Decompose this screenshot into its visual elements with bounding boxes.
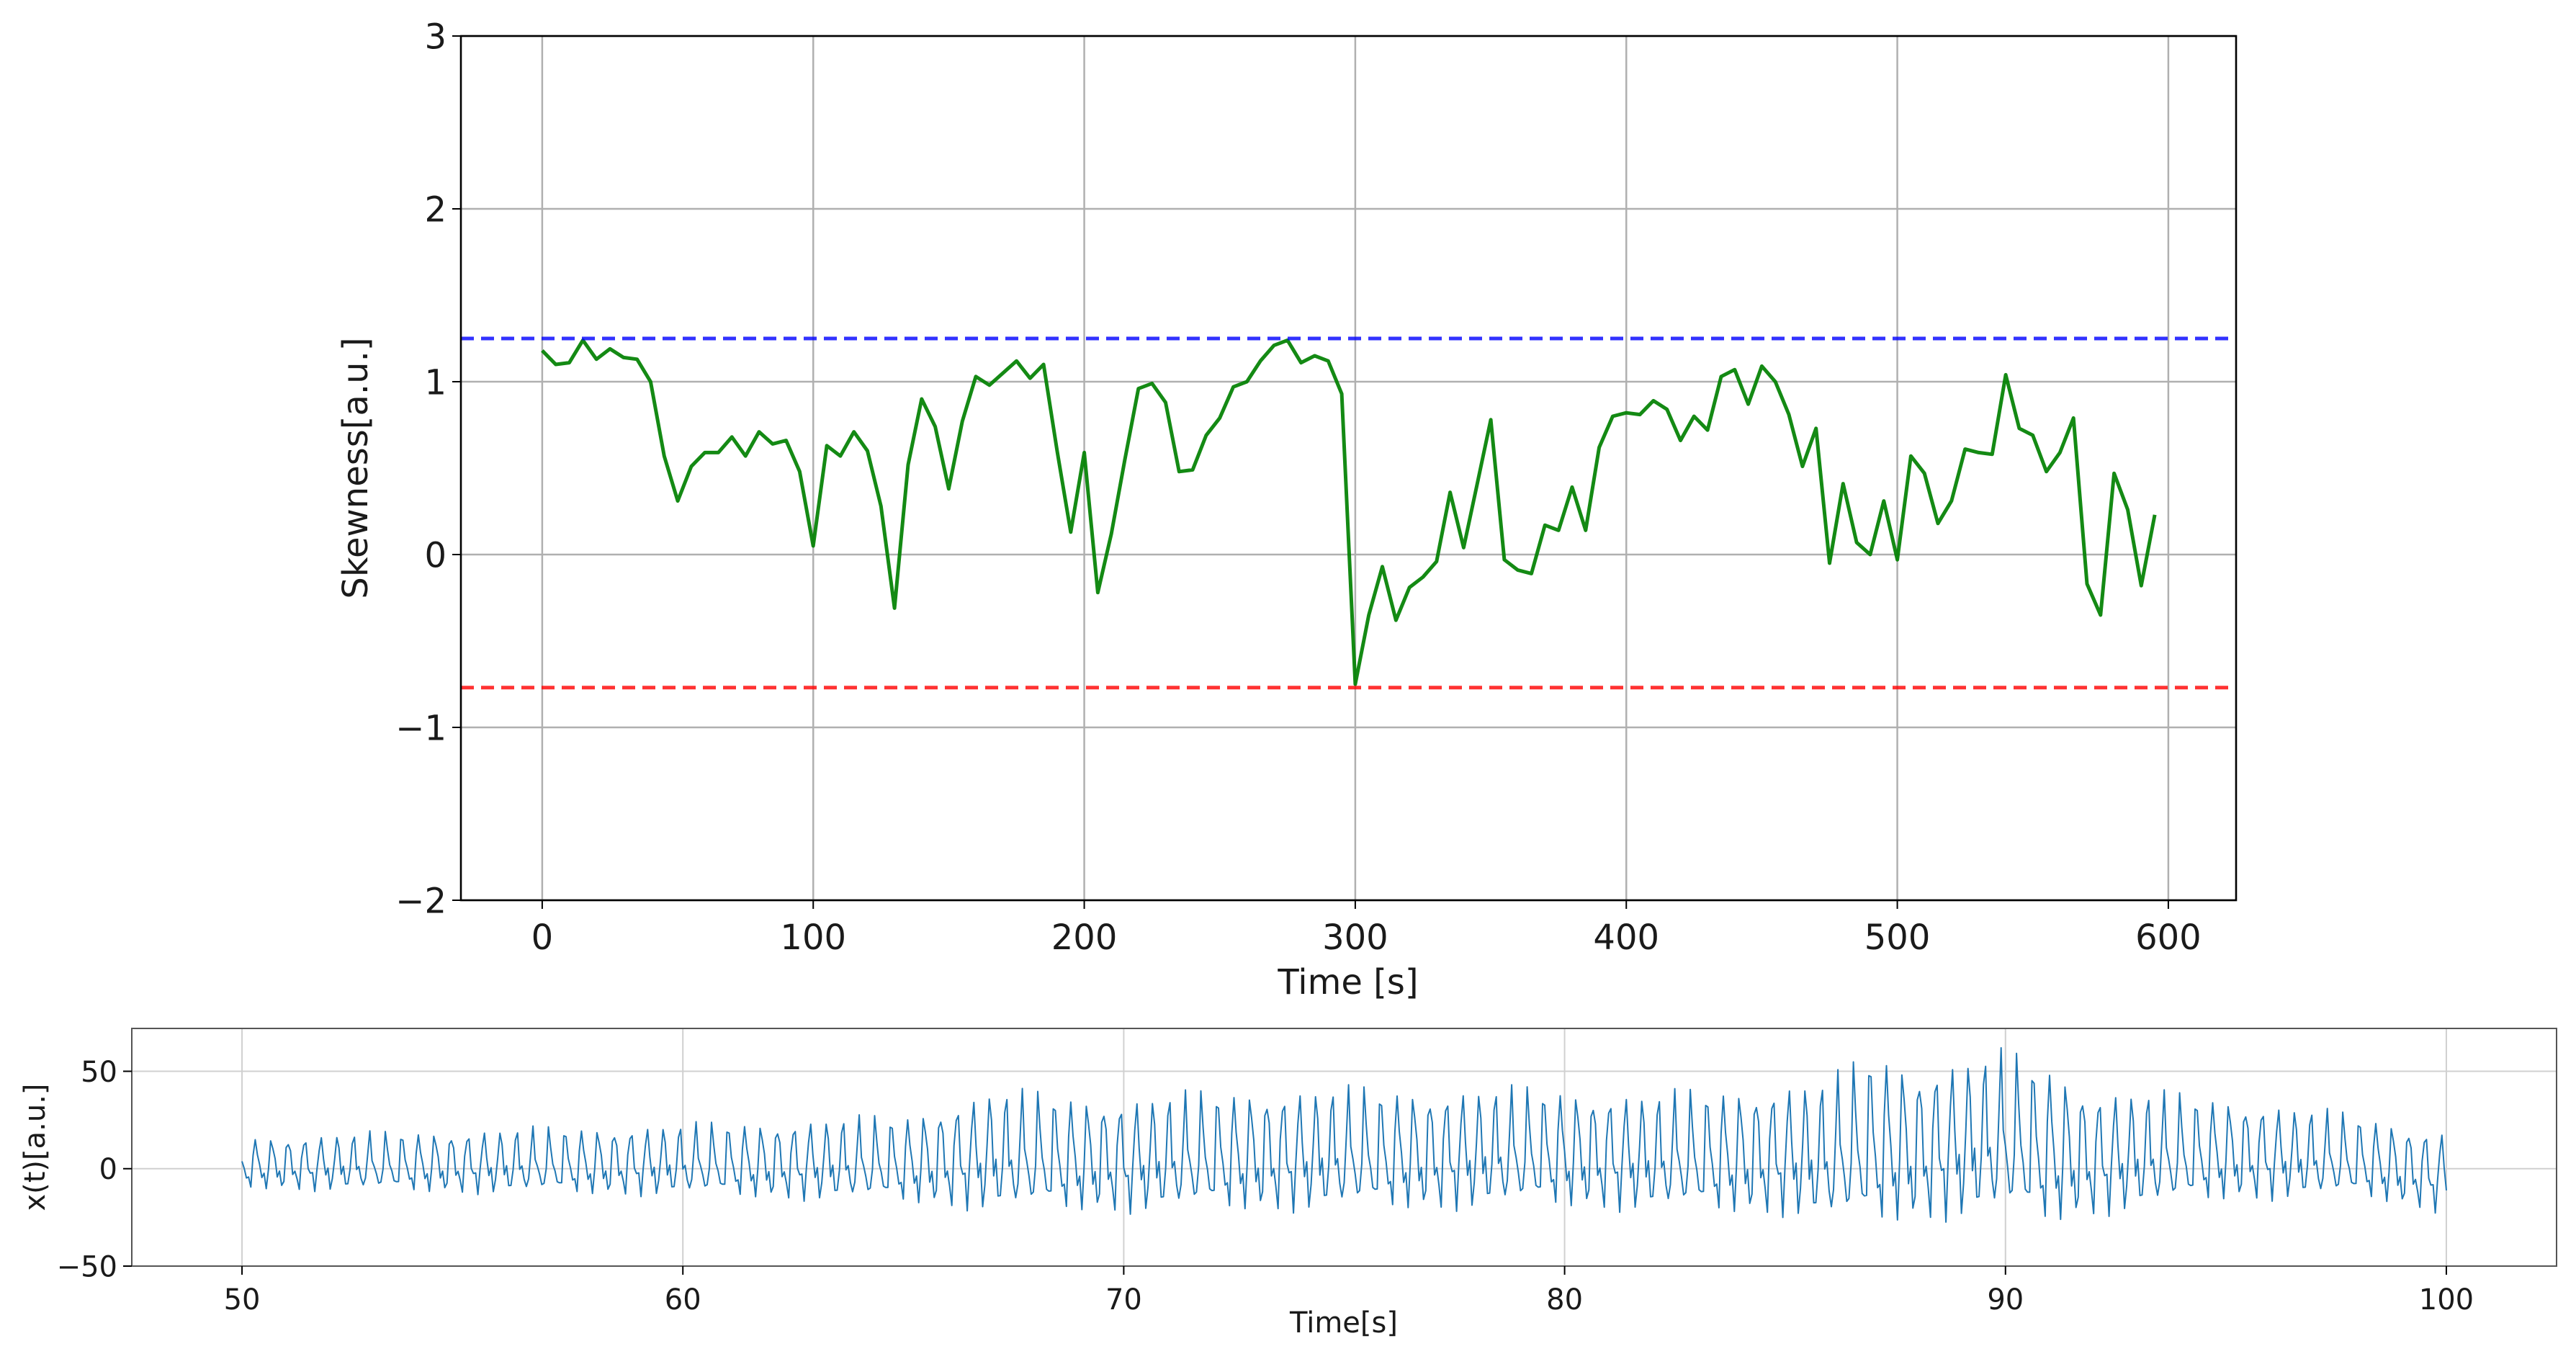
y-tick-label: 0 xyxy=(424,535,446,575)
skewness-ticks: 0 100 200 300 400 500 600 −2 −1 0 1 2 3 xyxy=(395,17,2201,958)
x-tick-label: 60 xyxy=(665,1283,701,1317)
x-tick-label: 0 xyxy=(531,918,554,958)
x-tick-label: 70 xyxy=(1105,1283,1142,1317)
skewness-series xyxy=(461,336,2236,690)
skewness-plot-area xyxy=(461,36,2236,900)
x-tick-label: 600 xyxy=(2135,918,2202,958)
signal-plot-frame xyxy=(131,1028,2557,1267)
signal-y-axis-label: x(t)[a.u.] xyxy=(19,1083,52,1211)
y-tick-label: −50 xyxy=(57,1250,117,1283)
y-tick-label: 2 xyxy=(424,189,446,230)
skewness-y-axis-label: Skewness[a.u.] xyxy=(336,337,376,598)
x-tick-label: 500 xyxy=(1864,918,1931,958)
x-tick-label: 80 xyxy=(1546,1283,1583,1317)
x-tick-label: 100 xyxy=(2419,1283,2474,1317)
x-tick-label: 90 xyxy=(1987,1283,2024,1317)
signal-ticks: 50 60 70 80 90 100 −50 0 50 xyxy=(57,1056,2474,1317)
x-tick-label: 200 xyxy=(1051,918,1118,958)
x-tick-label: 100 xyxy=(780,918,846,958)
signal-series xyxy=(241,1046,2447,1223)
signal-line xyxy=(241,1046,2447,1223)
signal-x-axis-label: Time[s] xyxy=(1289,1306,1398,1340)
y-tick-label: 50 xyxy=(81,1056,117,1089)
y-tick-label: −2 xyxy=(395,881,446,921)
x-tick-label: 50 xyxy=(224,1283,261,1317)
x-tick-label: 300 xyxy=(1322,918,1388,958)
signal-plot-area xyxy=(132,1028,2557,1266)
y-tick-label: 3 xyxy=(424,17,446,57)
skewness-plot-frame xyxy=(459,35,2238,902)
y-tick-label: 1 xyxy=(424,362,446,403)
x-tick-label: 400 xyxy=(1593,918,1659,958)
skewness-x-axis-label: Time [s] xyxy=(1277,962,1418,1003)
skewness-line xyxy=(541,338,2157,686)
y-tick-label: −1 xyxy=(395,708,446,748)
y-tick-label: 0 xyxy=(99,1153,117,1186)
skewness-plot: 0 100 200 300 400 500 600 −2 −1 0 1 2 3 Time [s] Ske… xyxy=(336,17,2238,1003)
signal-plot: 50 60 70 80 90 100 −50 0 50 Time[s] x(t)[a.u.] xyxy=(19,1028,2557,1340)
